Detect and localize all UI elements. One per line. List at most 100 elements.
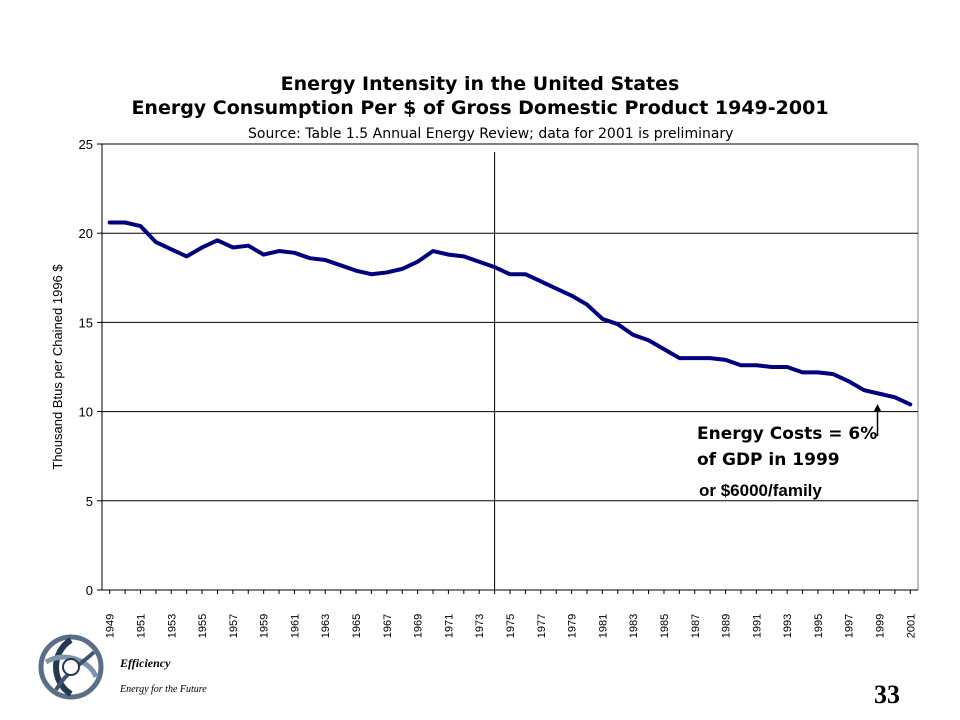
x-tick-label: 1971: [443, 614, 455, 638]
data-point: [308, 256, 312, 260]
data-point: [277, 249, 281, 253]
x-tick-label: 1969: [413, 614, 425, 638]
x-tick-label: 1975: [505, 614, 517, 638]
y-tick-label: 25: [79, 137, 93, 152]
data-point: [170, 248, 173, 251]
data-point: [416, 260, 419, 263]
data-point: [339, 264, 342, 267]
data-point: [585, 303, 589, 306]
data-point: [139, 224, 142, 228]
x-tick-label: 1963: [320, 614, 332, 638]
data-point: [493, 265, 496, 269]
data-point: [724, 358, 727, 362]
x-tick-label: 1999: [875, 614, 887, 638]
data-point: [247, 244, 250, 247]
x-tick-label: 2001: [905, 614, 917, 638]
data-point: [431, 249, 435, 253]
x-tick-label: 1951: [135, 614, 147, 638]
x-tick-label: 1953: [166, 614, 178, 638]
y-axis-label: Thousand Btus per Chained 1996 $: [50, 264, 65, 470]
data-point: [231, 246, 235, 249]
x-tick-label: 1977: [536, 614, 548, 638]
data-point: [631, 333, 635, 337]
data-point: [185, 255, 188, 258]
x-tick-label: 1961: [289, 614, 301, 638]
data-point: [678, 356, 681, 360]
data-point: [508, 273, 512, 276]
x-tick-label: 1987: [690, 614, 702, 638]
data-point: [909, 403, 912, 406]
data-point: [324, 258, 327, 262]
data-point: [570, 294, 573, 297]
data-point: [739, 364, 743, 367]
x-tick-label: 1993: [782, 614, 794, 638]
data-point: [862, 388, 866, 392]
data-point: [816, 371, 820, 374]
data-point: [370, 273, 373, 276]
data-point: [108, 221, 111, 224]
x-tick-label: 1983: [628, 614, 640, 638]
x-tick-label: 1985: [659, 614, 671, 638]
data-point: [554, 287, 558, 290]
x-tick-label: 1979: [567, 614, 579, 638]
data-point: [893, 396, 897, 399]
y-tick-label: 15: [79, 315, 93, 330]
data-point: [616, 322, 619, 326]
data-point: [832, 372, 835, 376]
x-tick-label: 1949: [105, 614, 117, 638]
data-point: [447, 253, 450, 256]
y-tick-label: 5: [86, 494, 93, 509]
x-tick-label: 1967: [382, 614, 394, 638]
data-point: [785, 365, 789, 369]
data-point: [262, 253, 265, 256]
footer-tagline-energy: Energy for the Future: [120, 684, 207, 695]
data-point: [524, 273, 527, 276]
data-point: [647, 339, 650, 342]
annotation-line-2: of GDP in 1999: [697, 450, 840, 470]
x-tick-label: 1973: [474, 614, 486, 638]
y-tick-label: 10: [79, 405, 93, 420]
data-point: [354, 269, 358, 272]
data-point: [293, 251, 296, 255]
data-point: [462, 255, 466, 258]
x-tick-label: 1997: [844, 614, 856, 638]
data-point: [200, 246, 204, 249]
data-point: [154, 240, 158, 244]
data-point: [601, 317, 604, 321]
x-tick-label: 1959: [259, 614, 271, 638]
annotation-line-1: Energy Costs = 6%: [697, 424, 878, 444]
y-tick-label: 20: [79, 226, 93, 241]
data-point: [770, 365, 773, 369]
x-tick-label: 1989: [721, 614, 733, 638]
data-point: [755, 364, 758, 367]
annotation-arrowhead: [873, 404, 882, 412]
footer-tagline-efficiency: Efficiency: [120, 656, 171, 670]
y-tick-label: 0: [86, 583, 93, 598]
data-point: [216, 239, 219, 242]
data-point: [478, 260, 481, 263]
x-tick-label: 1965: [351, 614, 363, 638]
x-tick-label: 1955: [197, 614, 209, 638]
swirl-logo-icon: [38, 634, 104, 700]
chart-subtitle: Energy Consumption Per $ of Gross Domest…: [131, 97, 829, 119]
data-point: [385, 271, 389, 274]
data-point: [662, 347, 666, 351]
data-point: [708, 356, 712, 360]
data-point: [401, 267, 404, 271]
data-point: [123, 221, 127, 224]
x-tick-label: 1957: [228, 614, 240, 638]
data-point: [801, 371, 804, 374]
plot-area: [101, 143, 919, 591]
x-tick-label: 1995: [813, 614, 825, 638]
page-number: 33: [874, 680, 900, 709]
annotation-line-3: or $6000/family: [699, 481, 822, 500]
data-point: [539, 280, 542, 283]
data-point: [693, 356, 696, 360]
chart-title: Energy Intensity in the United States: [280, 73, 680, 95]
chart-source-note: Source: Table 1.5 Annual Energy Review; …: [248, 126, 734, 142]
x-tick-label: 1991: [751, 614, 763, 638]
data-point: [878, 392, 881, 395]
x-tick-label: 1981: [597, 614, 609, 638]
data-point: [847, 380, 850, 383]
